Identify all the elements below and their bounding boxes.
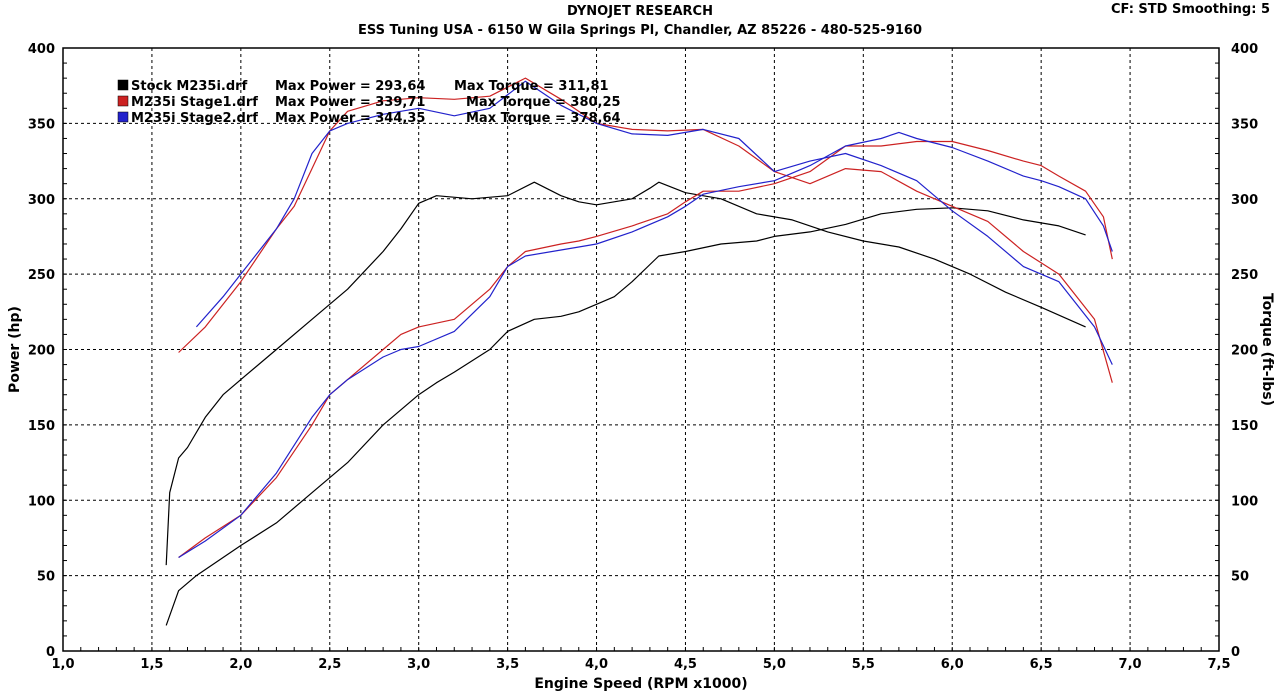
x-tick-label: 1,5 — [140, 657, 163, 672]
legend-run-name: M235i Stage2.drf — [131, 111, 258, 126]
series-line-power — [178, 131, 1113, 559]
legend-run-name: M235i Stage1.drf — [131, 95, 258, 110]
legend-max-torque: Max Torque = 378,64 — [466, 111, 621, 126]
series-line-power — [165, 207, 1086, 626]
legend-run-name: Stock M235i.drf — [131, 79, 248, 94]
x-tick-label: 2,5 — [318, 657, 341, 672]
correction-factor-info: CF: STD Smoothing: 5 — [1110, 2, 1270, 17]
x-tick-label: 3,0 — [407, 657, 430, 672]
series-line-torque — [195, 80, 1113, 365]
x-tick-label: 3,5 — [496, 657, 519, 672]
legend-swatch — [117, 95, 129, 107]
series-line-torque — [178, 77, 1113, 383]
series-line-torque — [165, 181, 1086, 566]
x-axis-label: Engine Speed (RPM x1000) — [534, 676, 747, 692]
y-tick-label-left: 400 — [28, 42, 55, 57]
y-tick-label-left: 350 — [28, 117, 55, 132]
y-tick-label-right: 200 — [1231, 344, 1258, 359]
x-tick-label: 7,0 — [1119, 657, 1142, 672]
legend-max-torque: Max Torque = 380,25 — [466, 95, 621, 110]
chart-title: DYNOJET RESEARCH — [567, 4, 713, 19]
y-tick-label-left: 100 — [28, 494, 55, 509]
legend-max-power: Max Power = 293,64 — [275, 79, 425, 94]
chart-subtitle: ESS Tuning USA - 6150 W Gila Springs Pl,… — [357, 23, 923, 38]
x-tick-label: 6,0 — [941, 657, 964, 672]
x-tick-label: 6,5 — [1030, 657, 1053, 672]
y-tick-label-left: 150 — [28, 419, 55, 434]
y-tick-label-left: 200 — [28, 344, 55, 359]
y-axis-label-right: Torque (ft-lbs) — [1259, 293, 1275, 406]
y-tick-label-right: 100 — [1231, 494, 1258, 509]
x-tick-label: 7,5 — [1207, 657, 1230, 672]
y-tick-label-left: 0 — [46, 645, 55, 660]
y-tick-label-right: 250 — [1231, 268, 1258, 283]
y-tick-label-right: 150 — [1231, 419, 1258, 434]
y-tick-label-left: 50 — [37, 570, 55, 585]
y-tick-label-left: 250 — [28, 268, 55, 283]
legend-max-power: Max Power = 344,35 — [275, 111, 425, 126]
x-tick-label: 5,0 — [763, 657, 786, 672]
legend-max-torque: Max Torque = 311,81 — [454, 79, 609, 94]
y-tick-label-right: 300 — [1231, 193, 1258, 208]
x-tick-label: 1,0 — [51, 657, 74, 672]
legend-swatch — [117, 79, 129, 91]
y-tick-label-right: 0 — [1231, 645, 1240, 660]
y-tick-label-left: 300 — [28, 193, 55, 208]
y-axis-label-left: Power (hp) — [7, 306, 23, 393]
x-tick-label: 4,0 — [585, 657, 608, 672]
legend-swatch — [117, 111, 129, 123]
x-tick-label: 5,5 — [852, 657, 875, 672]
y-tick-label-right: 50 — [1231, 570, 1249, 585]
y-tick-label-right: 400 — [1231, 42, 1258, 57]
y-tick-label-right: 350 — [1231, 117, 1258, 132]
legend-max-power: Max Power = 339,71 — [275, 95, 425, 110]
x-tick-label: 4,5 — [674, 657, 697, 672]
x-tick-label: 2,0 — [229, 657, 252, 672]
